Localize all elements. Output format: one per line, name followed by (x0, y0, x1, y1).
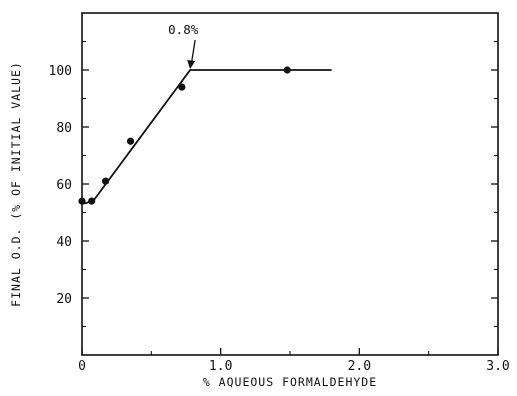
y-tick-label: 60 (56, 178, 72, 193)
y-axis-label: FINAL O.D. (% OF INITIAL VALUE) (9, 61, 23, 307)
data-point (101, 177, 110, 185)
y-tick-label: 40 (56, 235, 72, 250)
data-point (78, 197, 86, 205)
fit-line-group (81, 69, 332, 205)
plot-frame (81, 12, 499, 356)
data-point (283, 66, 291, 74)
data-point (178, 83, 186, 91)
y-ticks: 20 40 60 80 100 (49, 40, 498, 328)
x-tick-label: 1.0 (209, 359, 232, 374)
fit-line (81, 69, 332, 205)
x-ticks: 0 1.0 2.0 3.0 (78, 348, 510, 374)
x-tick-label: 2.0 (348, 359, 371, 374)
data-points (78, 66, 291, 205)
x-tick-label: 0 (78, 359, 86, 374)
data-point (88, 197, 96, 205)
x-axis-label: % AQUEOUS FORMALDEHYDE (203, 375, 377, 389)
y-tick-label: 20 (56, 292, 72, 307)
data-point (126, 137, 135, 145)
annotation-group: 0.8% (168, 22, 199, 69)
axes (81, 12, 499, 356)
annotation-arrow-head (187, 60, 196, 69)
y-tick-label: 100 (49, 64, 72, 79)
y-tick-label: 80 (56, 121, 72, 136)
x-tick-label: 3.0 (486, 359, 509, 374)
annotation-label: 0.8% (168, 22, 199, 37)
